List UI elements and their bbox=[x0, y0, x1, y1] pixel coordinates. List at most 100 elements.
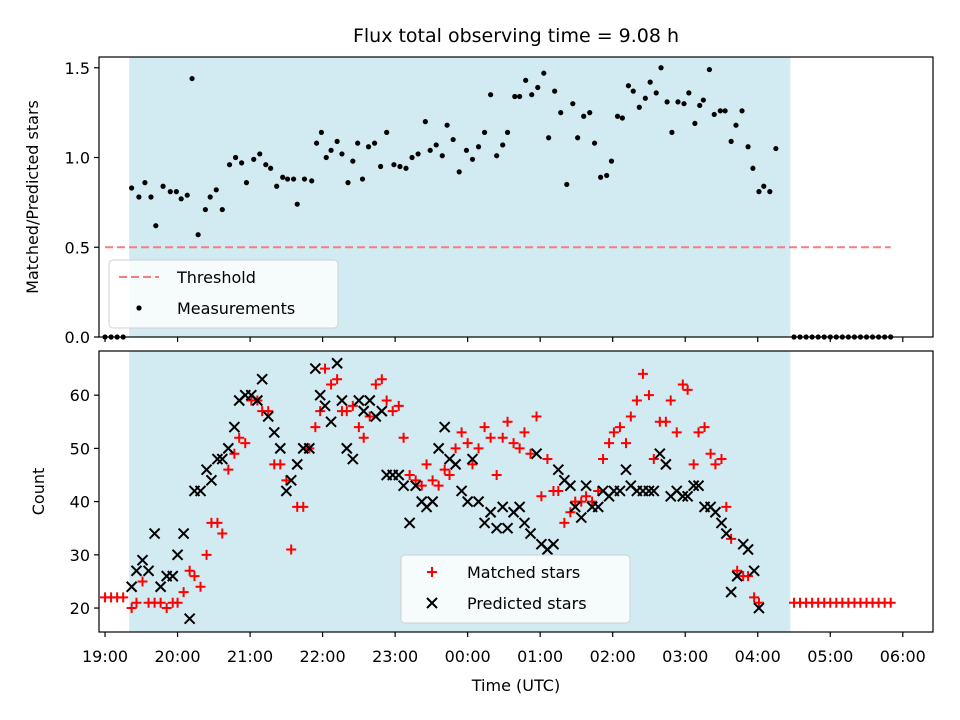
data-point bbox=[575, 135, 581, 141]
data-point bbox=[257, 151, 263, 157]
data-point bbox=[660, 416, 671, 427]
data-point bbox=[160, 183, 166, 189]
data-point bbox=[620, 463, 632, 476]
data-point bbox=[523, 77, 529, 83]
data-point bbox=[284, 176, 291, 182]
data-point bbox=[699, 422, 710, 433]
data-point bbox=[251, 156, 257, 162]
data-point bbox=[620, 438, 631, 449]
data-point bbox=[716, 454, 727, 465]
data-point bbox=[309, 178, 315, 184]
data-point bbox=[681, 490, 694, 502]
data-point bbox=[409, 154, 415, 161]
data-point bbox=[239, 160, 245, 166]
data-point bbox=[591, 140, 598, 146]
y-tick-label: 1.5 bbox=[65, 59, 90, 78]
data-point bbox=[604, 172, 610, 179]
x-tick-label: 02:00 bbox=[590, 647, 636, 666]
data-point bbox=[706, 66, 712, 73]
data-point bbox=[581, 113, 587, 119]
data-point bbox=[518, 517, 531, 529]
data-point bbox=[692, 479, 705, 492]
data-point bbox=[491, 470, 502, 481]
data-point bbox=[692, 120, 698, 127]
data-point bbox=[314, 389, 326, 401]
data-point bbox=[148, 194, 154, 200]
data-point bbox=[575, 511, 587, 524]
data-point bbox=[479, 422, 490, 433]
data-point bbox=[671, 427, 682, 438]
data-point bbox=[525, 448, 536, 459]
data-point bbox=[648, 485, 660, 497]
data-point bbox=[222, 442, 235, 455]
data-point bbox=[630, 88, 636, 94]
data-point bbox=[514, 443, 525, 454]
data-point bbox=[142, 565, 155, 577]
data-point bbox=[604, 438, 615, 449]
data-point bbox=[581, 491, 592, 502]
x-tick-label: 20:00 bbox=[155, 647, 201, 666]
data-point bbox=[439, 464, 450, 475]
data-point bbox=[552, 88, 558, 94]
data-point bbox=[444, 122, 450, 128]
legend-matched-swatch bbox=[427, 567, 437, 577]
y-axis-label: Count bbox=[29, 468, 48, 516]
data-point bbox=[472, 495, 485, 508]
data-point bbox=[490, 522, 503, 534]
data-point bbox=[226, 162, 233, 168]
data-point bbox=[753, 602, 765, 614]
data-point bbox=[535, 84, 541, 91]
data-point bbox=[614, 113, 621, 119]
data-point bbox=[455, 485, 468, 497]
data-point bbox=[219, 206, 225, 213]
data-point bbox=[461, 495, 474, 508]
data-point bbox=[570, 101, 576, 107]
data-point bbox=[773, 145, 779, 152]
data-point bbox=[125, 581, 138, 593]
chart-title: Flux total observing time = 9.08 h bbox=[353, 25, 679, 47]
data-point bbox=[449, 458, 462, 471]
data-point bbox=[711, 111, 717, 118]
data-point bbox=[195, 232, 201, 238]
data-point bbox=[653, 90, 659, 96]
data-point bbox=[637, 368, 648, 379]
data-point bbox=[184, 192, 190, 198]
data-point bbox=[326, 379, 337, 390]
data-point bbox=[212, 517, 223, 528]
data-point bbox=[216, 453, 228, 465]
data-point bbox=[275, 459, 286, 470]
x-tick-label: 21:00 bbox=[227, 647, 273, 666]
series-predicted-stars bbox=[125, 357, 765, 625]
data-point bbox=[500, 142, 506, 148]
data-point bbox=[508, 438, 519, 449]
data-point bbox=[131, 597, 142, 608]
data-point bbox=[393, 400, 404, 411]
data-point bbox=[336, 394, 348, 407]
data-point bbox=[178, 196, 184, 202]
y-axis-label: Matched/Predicted stars bbox=[23, 100, 42, 294]
data-point bbox=[677, 490, 689, 502]
data-point bbox=[153, 223, 159, 229]
data-point bbox=[743, 571, 754, 582]
data-point bbox=[742, 543, 754, 556]
data-point bbox=[280, 485, 293, 497]
data-point bbox=[530, 448, 543, 460]
data-point bbox=[195, 581, 206, 592]
data-point bbox=[148, 527, 161, 540]
data-point bbox=[410, 475, 421, 486]
data-point bbox=[339, 151, 345, 157]
data-point bbox=[426, 495, 439, 508]
data-point bbox=[761, 183, 767, 189]
data-point bbox=[512, 93, 518, 100]
data-point bbox=[384, 129, 390, 135]
legend-label: Threshold bbox=[176, 268, 256, 287]
data-point bbox=[700, 97, 706, 103]
data-point bbox=[331, 357, 343, 369]
data-point bbox=[654, 448, 666, 460]
x-tick-label: 22:00 bbox=[300, 647, 346, 666]
data-point bbox=[688, 459, 699, 470]
data-point bbox=[682, 384, 693, 395]
data-point bbox=[353, 394, 365, 407]
data-point bbox=[286, 544, 297, 555]
